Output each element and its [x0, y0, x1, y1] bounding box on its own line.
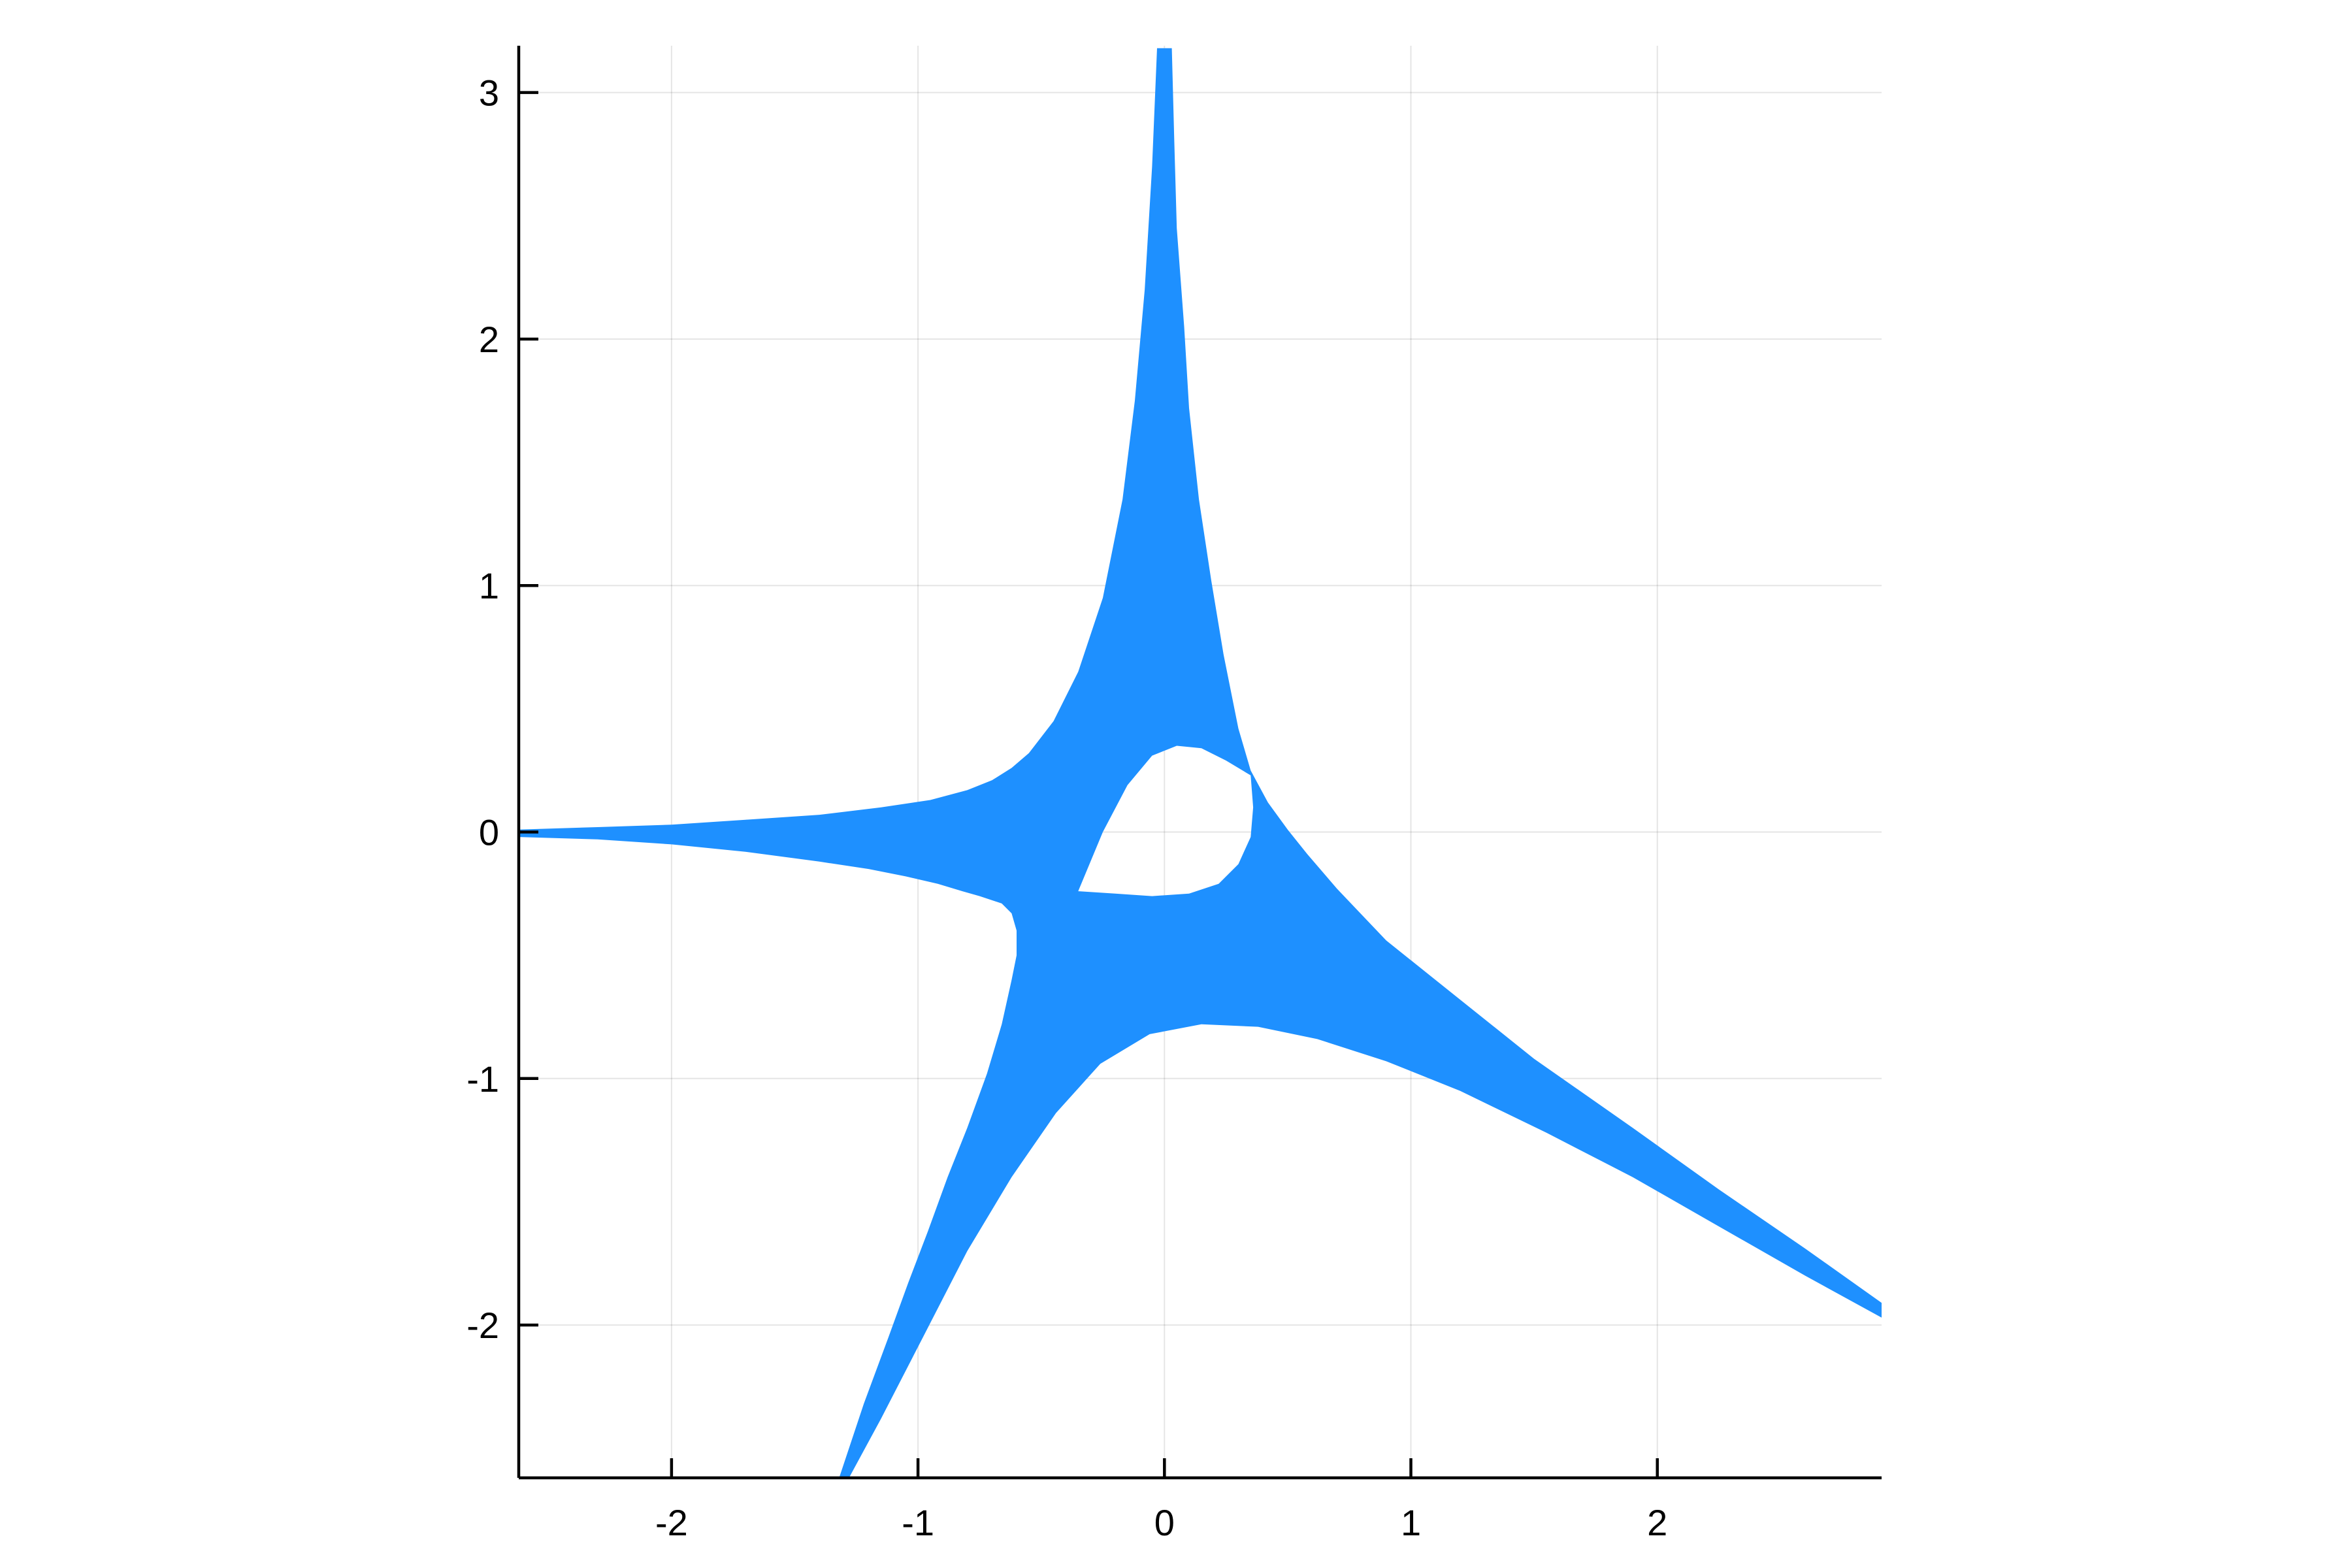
y-tick-label: 2: [479, 319, 499, 360]
x-tick-label: -2: [655, 1502, 688, 1543]
y-tick-label: -2: [466, 1305, 499, 1346]
y-tick-label: -1: [466, 1058, 499, 1100]
x-tick-label: 2: [1647, 1502, 1667, 1543]
x-axis-ticks: -2 -1 0 1 2: [655, 1458, 1667, 1543]
x-tick-label: 0: [1154, 1502, 1175, 1543]
x-tick-label: -1: [902, 1502, 934, 1543]
y-tick-label: 3: [479, 73, 499, 114]
y-tick-label: 1: [479, 565, 499, 606]
filled-band-area: [519, 48, 1882, 1478]
y-axis-ticks: -2 -1 0 1 2 3: [466, 73, 538, 1346]
y-tick-label: 0: [479, 812, 499, 853]
x-tick-label: 1: [1401, 1502, 1421, 1543]
